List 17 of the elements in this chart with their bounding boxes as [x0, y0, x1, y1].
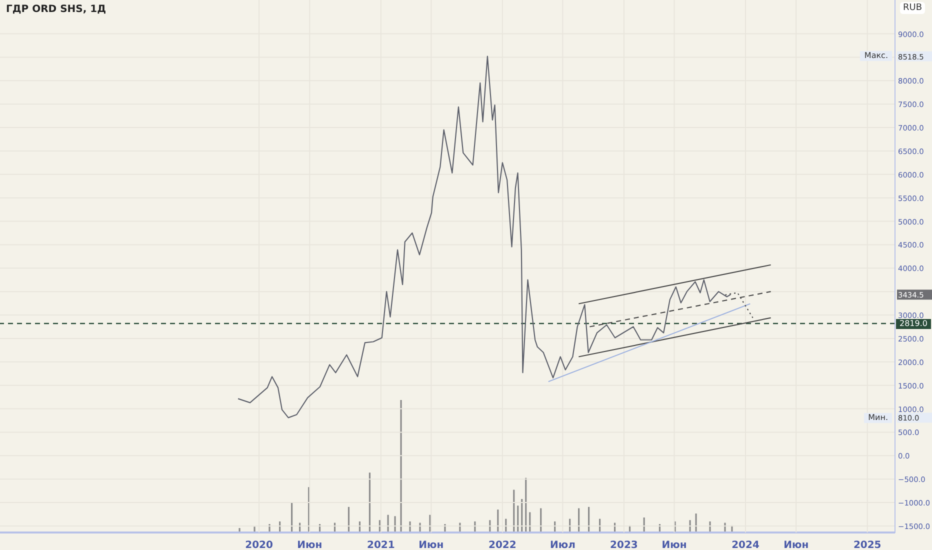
- y-axis-title: RUB: [900, 2, 926, 14]
- x-tick-label: 2022: [488, 540, 516, 550]
- x-tick-label: 2024: [732, 540, 760, 550]
- x-tick-label: 2021: [366, 540, 395, 550]
- x-tick-label: 2020: [245, 540, 273, 550]
- x-tick-label: Июн: [784, 540, 809, 550]
- annotation: Макс.: [860, 51, 892, 62]
- x-tick-label: Июн: [418, 540, 444, 550]
- x-tick-label: Июн: [662, 540, 687, 550]
- x-tick-label: 2023: [610, 540, 638, 550]
- chart-title: ГДР ORD SHS, 1Д: [6, 4, 106, 15]
- line-series: [238, 56, 732, 418]
- x-tick-label: 2025: [853, 540, 882, 550]
- ref-line-label: 2819.0: [896, 318, 931, 328]
- annotation: Мин.: [864, 412, 892, 423]
- x-tick-label: Июн: [297, 540, 322, 550]
- x-tick-label: Июл: [550, 540, 576, 550]
